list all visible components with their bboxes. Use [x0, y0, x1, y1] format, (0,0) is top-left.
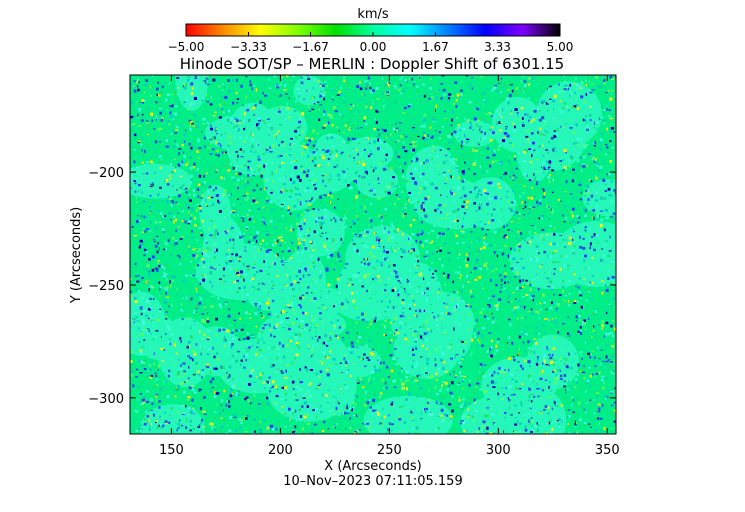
colorbar-ticks: −5.00 −3.33 −1.67 0.00 1.67 3.33 5.00 [168, 32, 574, 54]
doppler-heatmap [130, 75, 616, 434]
colorbar-tick-label: −1.67 [292, 40, 329, 54]
y-tick-label: −300 [88, 392, 124, 407]
colorbar-tick-label: 0.00 [360, 40, 387, 54]
y-tick-label: −200 [88, 166, 124, 181]
colorbar-tick-label: 3.33 [484, 40, 511, 54]
x-tick-label: 250 [377, 443, 402, 458]
x-tick-label: 300 [486, 443, 511, 458]
x-axis-label: X (Arcseconds) [324, 459, 421, 474]
x-tick-label: 200 [268, 443, 293, 458]
x-axis: 150 200 250 300 350 [159, 75, 620, 458]
plot-frame [129, 74, 617, 435]
x-tick-label: 150 [159, 443, 184, 458]
colorbar-tick-label: −5.00 [168, 40, 205, 54]
x-tick-label: 350 [595, 443, 620, 458]
colorbar-tick-label: −3.33 [230, 40, 267, 54]
y-axis-label: Y (Arcseconds) [69, 207, 84, 304]
timestamp: 10–Nov–2023 07:11:05.159 [283, 474, 462, 489]
heatmap-speckles [130, 75, 616, 434]
colorbar-tick-label: 1.67 [422, 40, 449, 54]
colorbar-label: km/s [357, 7, 389, 22]
y-axis: −200 −250 −300 [88, 166, 616, 407]
colorbar-tick-label: 5.00 [547, 40, 574, 54]
heatmap-cyan-patches [130, 75, 616, 434]
y-tick-label: −250 [88, 279, 124, 294]
chart-title: Hinode SOT/SP – MERLIN : Doppler Shift o… [180, 55, 564, 73]
